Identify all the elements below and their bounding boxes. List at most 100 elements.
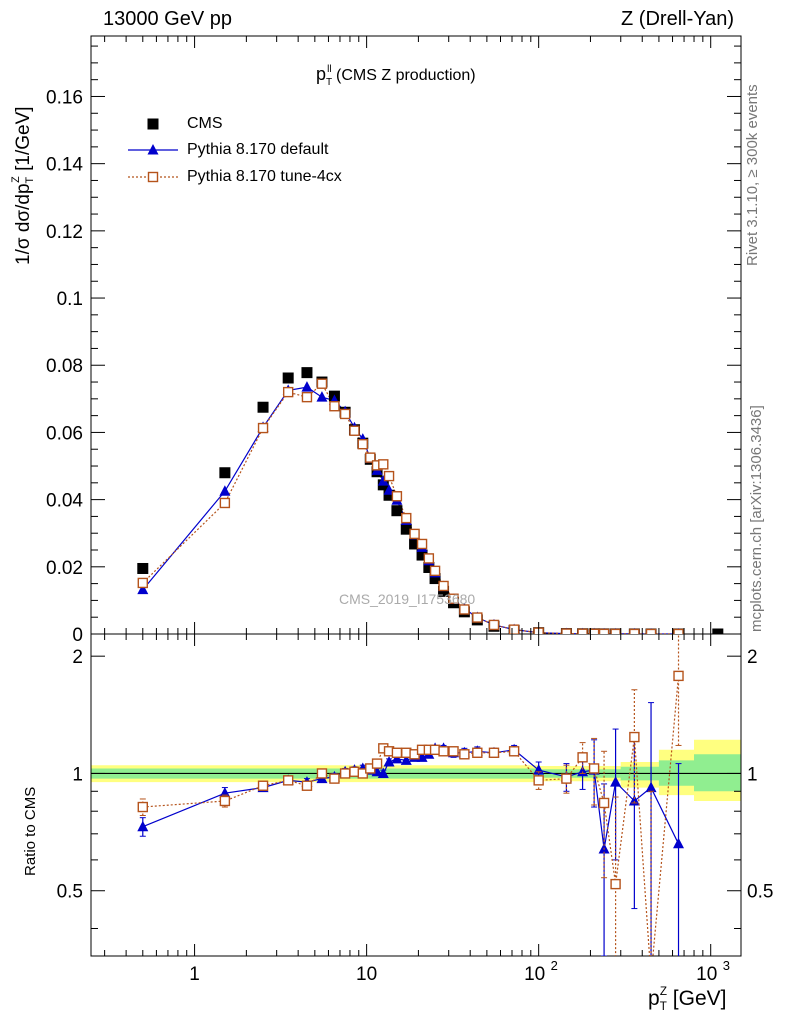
ratio-data-point (301, 780, 313, 791)
main-data-point (137, 562, 149, 574)
ratio-data-point (257, 780, 269, 791)
main-data-point (349, 425, 360, 436)
ratio-data-point (647, 973, 656, 982)
ratio-data-point (329, 773, 340, 784)
ratio-band-inner (91, 754, 741, 792)
main-data-point (365, 452, 376, 463)
main-data-point (377, 475, 389, 486)
main-data-point (409, 528, 420, 540)
main-data-point (423, 561, 435, 573)
legend-marker-cms (147, 118, 159, 130)
main-data-point (488, 619, 500, 631)
ratio-data-point (377, 767, 389, 778)
main-y-tick-label: 0.08 (46, 356, 83, 377)
axis-ticks: 1 10 10 2 10 3 0 0.02 0.04 0.06 0.08 0.1 0.12 0.14 0.1… (46, 36, 773, 985)
main-data-point (448, 593, 459, 604)
main-data-point (301, 391, 313, 403)
ratio-data-point (577, 752, 588, 763)
x-axis-label: pTZ [GeV] (648, 985, 727, 1013)
ratio-data-point (448, 746, 459, 757)
main-y-tick-label: 0.04 (46, 491, 83, 512)
legend-label-pythia-tune4cx: Pythia 8.170 tune-4cx (187, 168, 342, 185)
ratio-plot-frame (90, 633, 742, 957)
main-data-point (429, 573, 441, 585)
main-y-tick-label: 0.14 (46, 155, 83, 176)
ratio-data-point (673, 670, 684, 682)
main-data-point (383, 489, 395, 501)
legend-label-cms: CMS (187, 115, 223, 132)
main-data-point (137, 583, 149, 595)
main-y-tick-label: 0 (72, 625, 83, 646)
main-data-point (673, 628, 684, 634)
main-data-point (610, 628, 621, 634)
main-data-point (416, 538, 428, 550)
main-data-point (137, 577, 148, 589)
x-tick-label: 10 (356, 964, 377, 985)
ratio-data-point (472, 747, 483, 758)
main-data-point (301, 367, 313, 379)
ratio-data-point (391, 752, 403, 764)
main-data-point (629, 628, 640, 634)
ratio-data-point (371, 758, 383, 769)
main-data-point (391, 505, 403, 517)
ratio-y-tick-label-right: 1 (747, 764, 758, 785)
main-data-point (712, 628, 724, 634)
main-data-point (301, 381, 313, 392)
main-data-point (378, 459, 389, 470)
legend-markers (128, 118, 178, 183)
legend-label-pythia-default: Pythia 8.170 default (187, 141, 329, 158)
main-data-point (282, 372, 294, 384)
main-data-point (401, 512, 412, 524)
ratio-series-layer (137, 634, 685, 982)
ratio-data-point (137, 820, 149, 832)
ratio-data-point (459, 749, 470, 760)
main-series-layer (137, 367, 724, 634)
ratio-data-point (438, 746, 449, 757)
main-data-point (409, 538, 421, 550)
ratio-y-tick-label-right: 0.5 (747, 882, 773, 903)
ratio-data-point (533, 775, 544, 786)
main-y-tick-label: 0.1 (57, 289, 83, 310)
x-tick-label-exponent: 2 (551, 958, 558, 973)
ratio-y-tick-label: 1 (72, 764, 83, 785)
main-data-point (423, 553, 435, 564)
ratio-data-point (383, 756, 395, 767)
ratio-data-point (282, 775, 294, 786)
main-data-point (472, 612, 483, 623)
analysis-watermark: CMS_2019_I1753680 (339, 591, 476, 607)
main-data-point (598, 628, 610, 634)
ratio-data-point (316, 768, 328, 779)
main-data-point (282, 386, 294, 398)
main-y-tick-label: 0.02 (46, 558, 83, 579)
ratio-data-point (673, 837, 685, 849)
main-data-point (257, 401, 269, 413)
ratio-data-point (610, 878, 621, 890)
ratio-data-point (598, 797, 610, 809)
main-data-point (438, 585, 450, 597)
main-data-point (219, 467, 231, 479)
legend-marker-tune4cx (147, 171, 159, 183)
main-data-point (508, 624, 520, 634)
main-data-point (645, 628, 657, 634)
ratio-data-point (219, 795, 231, 807)
ratio-data-point (488, 747, 500, 758)
main-data-point (577, 628, 588, 634)
chart-frames (90, 35, 742, 957)
main-data-point (459, 604, 470, 615)
main-data-point (400, 523, 412, 535)
x-tick-label: 10 (696, 964, 717, 985)
main-data-point (391, 491, 403, 502)
ratio-data-point (391, 747, 403, 758)
main-data-point (588, 628, 600, 634)
x-tick-label-exponent: 3 (723, 958, 730, 973)
main-data-point (357, 438, 368, 450)
ratio-data-point (588, 763, 600, 774)
main-data-point (219, 497, 231, 509)
rivet-label: Rivet 3.1.10, ≥ 300k events (744, 84, 761, 266)
ratio-data-point (610, 776, 622, 787)
main-data-point (329, 401, 340, 412)
main-data-point (339, 408, 351, 420)
main-data-point (416, 549, 428, 561)
main-data-point (316, 378, 328, 389)
